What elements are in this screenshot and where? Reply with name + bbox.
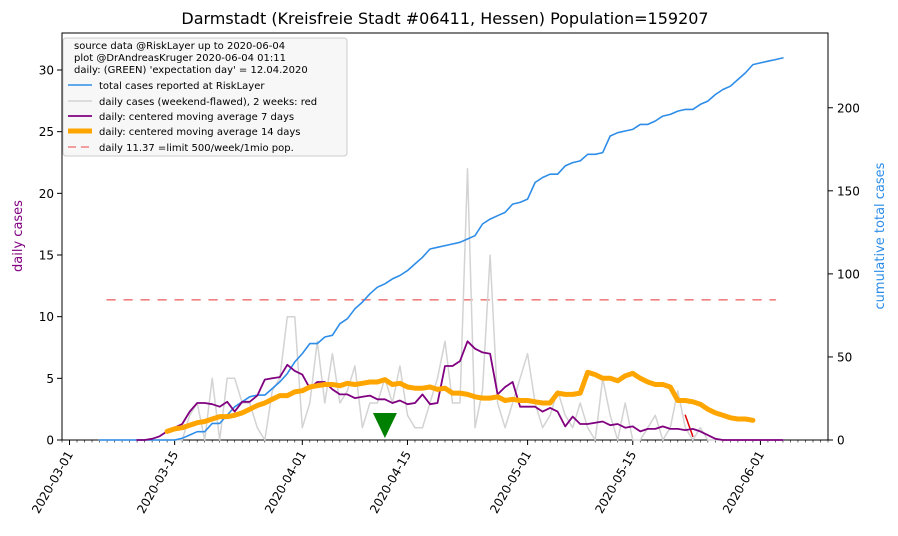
chart-title: Darmstadt (Kreisfreie Stadt #06411, Hess…	[181, 9, 708, 28]
series-daily-recent-red-line	[684, 414, 694, 438]
y2-tick-label: 200	[837, 101, 860, 115]
y-tick-label: 20	[39, 187, 54, 201]
series-daily-cases-line	[98, 167, 784, 441]
legend-note-source: source data @RiskLayer up to 2020-06-04	[74, 41, 285, 52]
expectation-day-marker	[372, 413, 397, 438]
series-cumulative-line	[98, 57, 784, 441]
y-tick-label: 5	[46, 372, 54, 386]
y-tick-label: 10	[39, 310, 54, 324]
y-tick-label: 15	[39, 249, 54, 263]
legend-note-expectation: daily: (GREEN) 'expectation day' = 12.04…	[74, 65, 308, 76]
series-group	[98, 57, 784, 441]
legend-entry-cumulative: total cases reported at RiskLayer	[99, 81, 265, 92]
x-tick-label: 2020-03-15	[134, 449, 181, 516]
x-tick-label: 2020-04-01	[262, 449, 309, 516]
y2-tick-label: 100	[837, 267, 860, 281]
x-tick-label: 2020-03-01	[29, 449, 76, 516]
series-ma14-line	[164, 369, 756, 434]
y-tick-label: 30	[39, 64, 54, 78]
legend-entry-daily: daily cases (weekend-flawed), 2 weeks: r…	[99, 97, 317, 108]
legend-entry-ma14: daily: centered moving average 14 days	[99, 127, 300, 138]
legend-box	[62, 37, 348, 157]
y2-tick-label: 0	[837, 434, 845, 448]
expectation-marker-group	[372, 413, 397, 438]
y-axis-label: daily cases	[11, 200, 26, 272]
y2-tick-label: 150	[837, 184, 860, 198]
y-tick-label: 25	[39, 125, 54, 139]
y-tick-label: 0	[46, 434, 54, 448]
y2-axis-label: cumulative total cases	[873, 162, 888, 309]
x-tick-label: 2020-04-15	[367, 449, 414, 516]
x-tick-label: 2020-06-01	[720, 449, 767, 516]
x-tick-label: 2020-05-15	[592, 449, 639, 516]
legend-entry-limit: daily 11.37 =limit 500/week/1mio pop.	[99, 143, 294, 154]
legend-note-plot: plot @DrAndreasKruger 2020-06-04 01:11	[74, 53, 286, 64]
legend: source data @RiskLayer up to 2020-06-04 …	[62, 37, 348, 157]
x-tick-label: 2020-05-01	[487, 449, 534, 516]
y2-tick-label: 50	[837, 350, 852, 364]
legend-entry-ma7: daily: centered moving average 7 days	[99, 112, 294, 123]
series-ma7-line	[136, 340, 784, 441]
